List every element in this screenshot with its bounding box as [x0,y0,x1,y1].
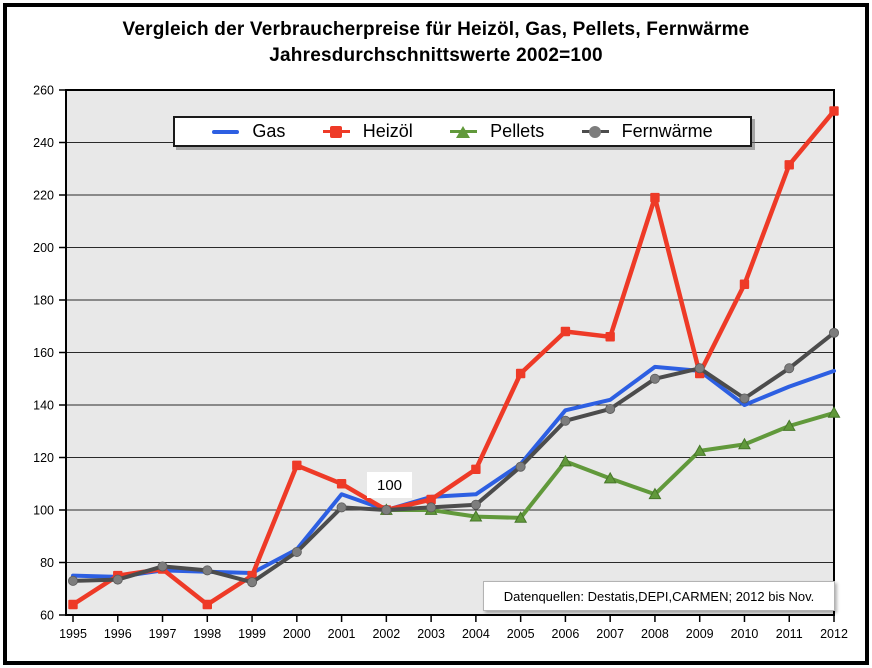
series-marker-pellets [827,406,841,418]
x-axis-tick-label: 1995 [59,627,87,641]
series-marker-fernwaerme [649,373,660,384]
series-marker-fernwaerme [515,461,526,472]
fernwaerme-circle-marker-icon [581,124,609,140]
y-axis-tick-label: 160 [33,346,54,360]
x-axis-tick-label: 2012 [820,627,848,641]
x-axis-tick-label: 2005 [507,627,535,641]
legend: Gas Heizöl Pellets Fernwärme [173,116,752,147]
series-marker-pellets [648,487,662,500]
y-axis-tick-label: 100 [33,504,54,518]
series-marker-heizoel [68,599,78,610]
series-marker-heizoel [471,464,481,475]
legend-label-pellets: Pellets [490,121,545,141]
series-marker-fernwaerme [68,575,79,586]
chart-frame [3,3,869,665]
series-marker-heizoel [515,368,526,379]
x-axis-tick-label: 2011 [776,627,803,641]
x-axis-tick-label: 1998 [193,627,221,641]
chart-subtitle: Jahresdurchschnittswerte 2002=100 [269,45,603,66]
series-marker-pellets [693,444,707,456]
series-marker-fernwaerme [157,561,168,572]
y-axis-tick-label: 60 [40,609,54,623]
x-axis-tick-label: 2006 [552,627,580,641]
series-marker-pellets [558,454,572,467]
legend-item-gas: Gas [212,121,285,142]
series-marker-heizoel [426,494,436,505]
x-axis-tick-label: 2010 [731,627,759,641]
series-marker-pellets [782,419,796,431]
chart-title: Vergleich der Verbraucherpreise für Heiz… [122,19,750,40]
gas-line-icon [212,124,240,140]
source-note: Datenquellen: Destatis,DEPI,CARMEN; 2012… [483,581,835,611]
legend-item-fernwaerme: Fernwärme [581,121,713,142]
series-marker-fernwaerme [560,415,571,426]
series-marker-fernwaerme [470,499,481,510]
y-axis-tick-label: 120 [33,451,54,465]
series-marker-fernwaerme [247,577,258,588]
series-marker-fernwaerme [829,327,840,338]
series-marker-heizoel [739,279,750,289]
y-axis-tick-label: 240 [33,136,54,150]
series-marker-heizoel [650,192,660,203]
x-axis-tick-label: 1996 [104,627,132,641]
annotation-100: 100 [367,472,412,498]
legend-label-gas: Gas [252,121,286,141]
series-marker-fernwaerme [291,547,302,558]
series-marker-fernwaerme [381,504,392,515]
series-marker-heizoel [336,479,347,489]
x-axis-tick-label: 2008 [641,627,669,641]
series-marker-fernwaerme [426,502,437,513]
legend-item-heizoel: Heizöl [322,121,413,142]
series-line-fernwaerme [71,330,836,585]
heizoel-square-marker-icon [322,124,350,140]
series-marker-heizoel [829,106,839,116]
series-marker-heizoel [605,332,615,342]
x-axis-tick-label: 2007 [596,627,624,641]
y-axis-tick-label: 200 [33,241,54,255]
legend-label-fernwaerme: Fernwärme [621,121,713,141]
x-axis-tick-label: 2003 [417,627,445,641]
y-axis-tick-label: 260 [33,84,54,98]
x-axis-tick-label: 1997 [149,627,177,641]
series-marker-pellets [738,437,751,450]
x-axis-tick-label: 2002 [372,627,400,641]
series-marker-fernwaerme [605,403,616,414]
series-line-heizoel [70,108,837,607]
y-axis-tick-label: 80 [40,556,54,570]
x-axis-tick-label: 2001 [328,627,356,641]
x-axis-tick-label: 2009 [686,627,714,641]
series-marker-heizoel [784,160,794,170]
y-axis-tick-label: 180 [33,294,54,308]
x-axis-tick-label: 1999 [238,627,266,641]
y-axis-tick-label: 220 [33,189,54,203]
plot-border [65,89,835,616]
series-marker-fernwaerme [739,393,750,404]
series-marker-pellets [603,471,617,484]
legend-item-pellets: Pellets [450,121,544,142]
series-marker-heizoel [560,326,571,337]
series-marker-fernwaerme [112,574,123,585]
x-axis-tick-label: 2000 [283,627,311,641]
pellets-triangle-marker-icon [450,124,478,140]
y-axis-tick-label: 140 [33,399,54,413]
series-marker-pellets [469,509,483,522]
series-marker-heizoel [292,460,302,471]
series-marker-fernwaerme [694,363,705,374]
series-marker-heizoel [202,599,212,610]
series-marker-fernwaerme [336,502,347,513]
series-marker-pellets [514,511,528,523]
x-axis-tick-label: 2004 [462,627,490,641]
series-marker-fernwaerme [784,363,795,374]
series-marker-fernwaerme [202,565,213,576]
legend-label-heizoel: Heizöl [362,121,413,141]
